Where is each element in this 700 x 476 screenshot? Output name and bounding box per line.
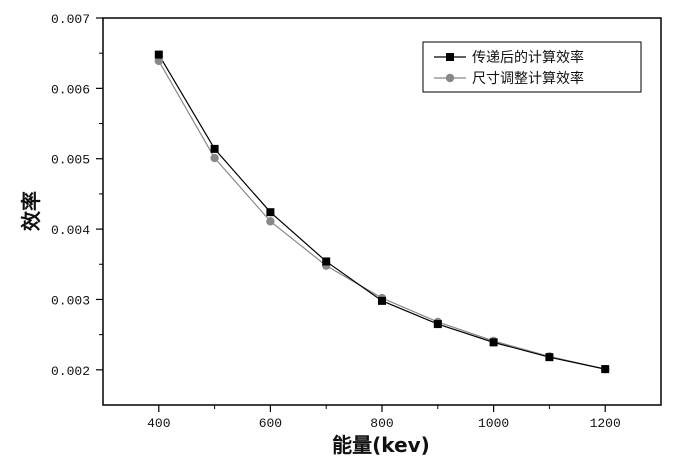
- y-tick-label: 0.007: [51, 12, 90, 27]
- series-markers: [154, 50, 610, 374]
- y-tick-label: 0.005: [51, 153, 90, 168]
- y-tick-label: 0.002: [51, 364, 90, 379]
- axis-ticks: [96, 17, 606, 412]
- legend-box: [422, 41, 642, 93]
- series-1-point: [210, 144, 219, 153]
- series-1-point: [266, 208, 275, 217]
- y-tick-label: 0.004: [51, 223, 90, 238]
- x-tick-label: 600: [259, 416, 282, 431]
- series-1-point: [601, 365, 610, 374]
- legend-label-series-1: 传递后的计算效率: [472, 49, 584, 66]
- x-tick-labels: 400 600 800 1000 1200: [147, 416, 621, 431]
- legend-label-series-2: 尺寸调整计算效率: [472, 70, 584, 87]
- x-tick-label: 1000: [478, 416, 509, 431]
- y-tick-labels: 0.002 0.003 0.004 0.005 0.006 0.007: [51, 12, 90, 379]
- x-tick-label: 800: [370, 416, 393, 431]
- series-1-point: [433, 320, 442, 329]
- x-tick-label: 1200: [590, 416, 621, 431]
- series-2-point: [210, 153, 219, 163]
- y-axis-title: 效率: [19, 191, 43, 231]
- series-1-point: [545, 353, 554, 362]
- series-1-point: [322, 257, 331, 266]
- x-axis-title: 能量(kev): [332, 433, 430, 457]
- legend-marker-series-1: [446, 53, 454, 61]
- series-line-2: [158, 60, 606, 370]
- series-line-1: [158, 54, 606, 370]
- series-1-point: [489, 338, 498, 347]
- series-lines: [158, 54, 606, 370]
- legend-marker-series-2: [445, 73, 455, 83]
- y-tick-label: 0.003: [51, 293, 90, 308]
- y-tick-label: 0.006: [51, 82, 90, 97]
- series-1-point: [154, 50, 163, 59]
- legend: 传递后的计算效率 尺寸调整计算效率: [422, 41, 642, 93]
- x-tick-label: 400: [147, 416, 170, 431]
- series-2-point: [154, 56, 163, 66]
- series-2-point: [266, 217, 275, 226]
- series-1-point: [378, 296, 386, 305]
